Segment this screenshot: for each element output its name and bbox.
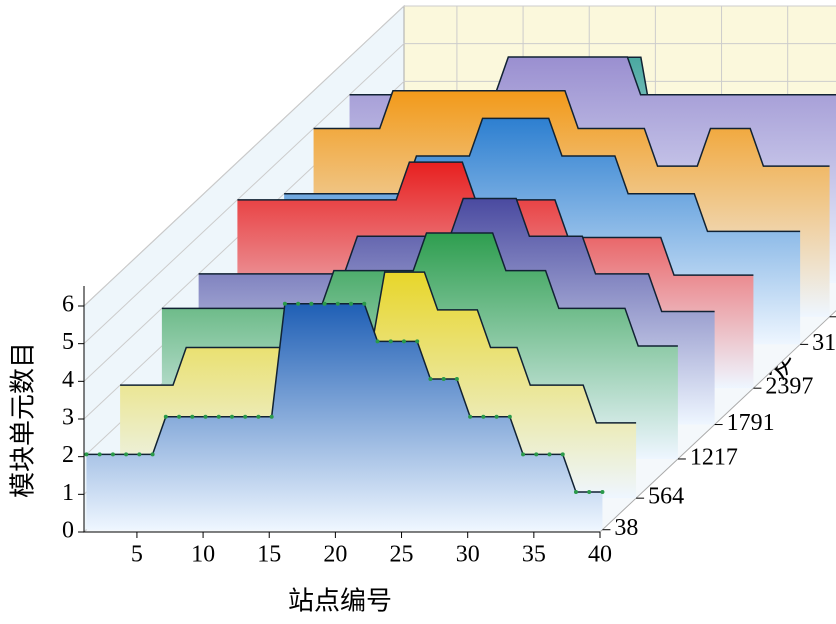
x-tick-label: 15 — [257, 542, 281, 568]
y-tick-label: 5 — [62, 329, 74, 355]
grid-line — [83, 80, 836, 382]
data-point — [150, 452, 155, 457]
y-tick-label: 2 — [62, 442, 74, 468]
data-point — [163, 414, 168, 419]
z-tick-label: 2397 — [765, 374, 813, 400]
series-line — [284, 117, 801, 233]
data-point — [375, 339, 380, 344]
data-point — [309, 301, 314, 306]
data-point — [388, 339, 393, 344]
grid-line — [83, 43, 836, 345]
data-point — [573, 490, 578, 495]
data-point — [534, 452, 539, 457]
series-line — [198, 197, 715, 313]
data-point — [481, 414, 486, 419]
data-point — [84, 452, 89, 457]
y-tick-label: 3 — [62, 405, 74, 431]
data-point — [494, 414, 499, 419]
data-point — [600, 490, 605, 495]
data-point — [243, 414, 248, 419]
x-axis-title: 站点编号 — [288, 587, 392, 617]
data-point — [190, 414, 195, 419]
grid-line — [83, 5, 836, 307]
z-tick-label: 1791 — [727, 410, 775, 436]
data-point — [521, 452, 526, 457]
x-tick-label: 25 — [390, 542, 414, 568]
data-point — [282, 301, 287, 306]
data-point — [124, 452, 129, 457]
y-tick-label: 0 — [62, 518, 74, 544]
data-point — [229, 414, 234, 419]
data-point — [203, 414, 208, 419]
data-point — [296, 301, 301, 306]
x-tick-label: 30 — [456, 542, 480, 568]
y-tick-label: 1 — [62, 480, 74, 506]
series-line — [86, 302, 603, 493]
data-point — [177, 414, 182, 419]
x-tick-label: 10 — [191, 542, 215, 568]
x-tick-label: 20 — [323, 542, 347, 568]
data-point — [428, 377, 433, 382]
x-tick-label: 40 — [588, 542, 612, 568]
data-point — [415, 339, 420, 344]
data-point — [507, 414, 512, 419]
data-point — [322, 301, 327, 306]
data-point — [97, 452, 102, 457]
data-point — [587, 490, 592, 495]
data-point — [454, 377, 459, 382]
x-tick-label: 5 — [131, 542, 143, 568]
data-point — [110, 452, 115, 457]
data-point — [401, 339, 406, 344]
data-point — [560, 452, 565, 457]
data-point — [349, 301, 354, 306]
data-point — [468, 414, 473, 419]
y-tick-label: 4 — [62, 367, 74, 393]
data-point — [256, 414, 261, 419]
z-tick-label: 1217 — [690, 444, 738, 470]
series-area — [86, 303, 603, 530]
x-tick-label: 35 — [522, 542, 546, 568]
data-point — [216, 414, 221, 419]
y-tick-label: 6 — [62, 292, 74, 318]
series-line — [313, 90, 830, 167]
data-point — [441, 377, 446, 382]
data-point — [137, 452, 142, 457]
data-point — [362, 301, 367, 306]
data-point — [335, 301, 340, 306]
series-line — [161, 232, 678, 347]
z-tick-label: 564 — [648, 484, 684, 510]
data-point — [547, 452, 552, 457]
z-tick-label: 38 — [614, 515, 638, 541]
data-point — [269, 414, 274, 419]
z-tick-label: 3127 — [812, 330, 836, 356]
series-line — [120, 271, 637, 424]
y-axis-title: 模块单元数目 — [9, 342, 39, 498]
